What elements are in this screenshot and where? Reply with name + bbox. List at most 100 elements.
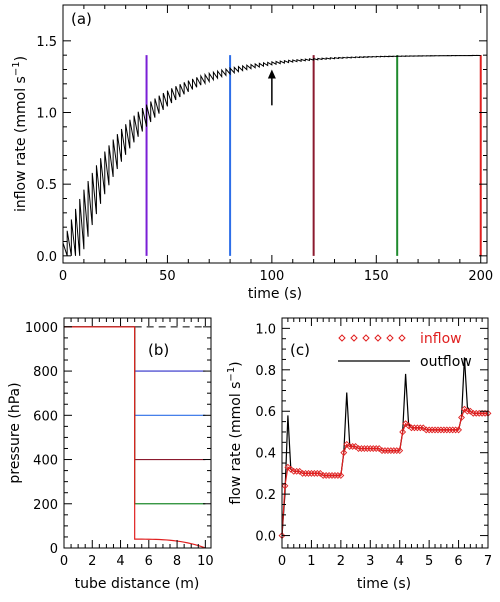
inflow-marker	[331, 472, 339, 479]
panel-c-xtick-label: 6	[454, 554, 462, 569]
panel-a-label: (a)	[71, 10, 92, 28]
panel-a-ytick-label: 0.0	[36, 250, 57, 265]
panel-b-pressure-profile	[64, 326, 206, 549]
inflow-marker	[310, 469, 318, 477]
panel-c-label: (c)	[290, 341, 310, 359]
inflow-marker	[307, 469, 315, 477]
inflow-marker	[305, 469, 312, 477]
panel-a-arrow-head	[267, 69, 276, 79]
inflow-marker	[461, 405, 468, 413]
inflow-marker	[372, 445, 380, 452]
inflow-marker	[299, 469, 307, 477]
inflow-marker	[340, 449, 348, 457]
inflow-marker	[366, 445, 374, 452]
panel-c-legend-swatches	[338, 334, 410, 362]
panel-a-ytick-label: 1.5	[36, 35, 57, 50]
inflow-marker	[343, 440, 351, 448]
inflow-marker	[387, 447, 395, 455]
panel-c-ytick-label: 0.8	[255, 364, 276, 379]
legend-inflow-swatch	[362, 334, 370, 342]
panel-a-frame	[62, 4, 488, 264]
inflow-marker	[381, 447, 389, 455]
panel-c-xtick-label: 1	[307, 554, 315, 569]
panel-c-legend: inflow outflow	[338, 331, 472, 370]
inflow-marker	[443, 426, 451, 434]
panel-a-xlabel: time (s)	[248, 286, 302, 302]
inflow-marker	[290, 467, 298, 475]
panel-b-xtick-label: 2	[88, 554, 96, 569]
panel-b-ticks: 0 2 4 6 8 10 0 200 400 600 800 1000	[25, 318, 214, 569]
legend-inflow-swatch	[374, 334, 382, 342]
panel-a: 0 50 100 150 200 0.0 0.5 1.0 1.5 (a) time (s) in…	[11, 4, 493, 302]
panel-c-xlabel: time (s)	[357, 576, 411, 592]
inflow-marker	[352, 443, 360, 450]
panel-c-ylabel-sup: −1	[226, 367, 237, 382]
inflow-marker	[458, 414, 465, 421]
panel-b-xtick-label: 10	[197, 554, 214, 569]
inflow-marker	[419, 424, 427, 432]
inflow-marker	[399, 428, 407, 436]
inflow-marker	[431, 426, 439, 434]
inflow-marker	[472, 409, 480, 417]
panel-b-xtick-label: 6	[145, 554, 153, 569]
panel-b: 0 2 4 6 8 10 0 200 400 600 800 1000 (b) tube distan…	[7, 317, 214, 592]
panel-c: 0 1 2 3 4 5 6 7 0.0 0.2 0.4 0.6 0.8 1.0 (c) inflow ou…	[226, 317, 492, 592]
legend-inflow-swatch	[386, 334, 394, 342]
panel-a-ylabel-end: )	[13, 56, 29, 61]
inflow-marker	[416, 424, 424, 432]
panel-c-xtick-label: 7	[484, 554, 492, 569]
inflow-marker	[455, 426, 463, 434]
panel-c-xtick-label: 2	[337, 554, 345, 569]
panel-a-ylabel-main: inflow rate (mmol s	[13, 76, 29, 212]
panel-c-ytick-label: 0.4	[255, 447, 276, 462]
panel-c-ticks: 0 1 2 3 4 5 6 7 0.0 0.2 0.4 0.6 0.8 1.0	[255, 318, 492, 569]
panel-c-ylabel-main: flow rate (mmol s	[228, 382, 244, 505]
panel-b-xtick-label: 8	[173, 554, 181, 569]
inflow-marker	[437, 426, 445, 434]
panel-c-xtick-label: 0	[278, 554, 286, 569]
inflow-marker	[358, 445, 365, 452]
inflow-marker	[425, 426, 433, 434]
panel-b-label: (b)	[148, 341, 169, 359]
panel-c-xtick-label: 4	[396, 554, 404, 569]
panel-b-ytick-label: 1000	[25, 321, 58, 336]
inflow-marker	[449, 426, 457, 434]
inflow-marker	[422, 426, 430, 434]
inflow-marker	[322, 472, 330, 479]
panel-b-ylabel: pressure (hPa)	[7, 382, 23, 483]
inflow-marker	[334, 472, 342, 479]
inflow-marker	[328, 472, 336, 479]
panel-c-ytick-label: 0.6	[255, 405, 276, 420]
panel-a-xtick-label: 0	[59, 269, 67, 284]
panel-b-xtick-label: 0	[60, 554, 68, 569]
panel-a-xtick-label: 50	[159, 269, 176, 284]
inflow-marker	[428, 426, 436, 434]
inflow-marker	[284, 463, 292, 471]
inflow-marker	[363, 445, 371, 452]
inflow-marker	[281, 482, 289, 490]
panel-c-frame	[281, 317, 489, 549]
panel-b-ytick-label: 600	[33, 409, 58, 424]
legend-inflow-swatch	[398, 334, 406, 342]
legend-outflow-label: outflow	[420, 354, 472, 370]
panel-a-ylabel-sup: −1	[11, 61, 22, 76]
panel-a-xtick-label: 150	[364, 269, 389, 284]
panel-a-ytick-label: 1.0	[36, 107, 57, 122]
inflow-marker	[378, 447, 386, 455]
panel-c-ylabel: flow rate (mmol s−1)	[226, 361, 244, 504]
panel-b-xlabel: tube distance (m)	[75, 576, 200, 592]
panel-a-ticks: 0 50 100 150 200 0.0 0.5 1.0 1.5	[36, 5, 493, 284]
inflow-marker	[440, 426, 448, 434]
inflow-marker	[287, 465, 295, 473]
panel-a-ylabel: inflow rate (mmol s−1)	[11, 56, 29, 212]
inflow-marker	[478, 409, 486, 417]
inflow-marker	[349, 443, 357, 450]
outflow-line	[281, 357, 488, 536]
inflow-marker	[446, 426, 454, 434]
inflow-marker	[369, 445, 377, 452]
legend-inflow-label: inflow	[420, 331, 462, 347]
panel-a-inflow-curve	[62, 54, 481, 256]
inflow-marker	[452, 426, 460, 434]
inflow-marker	[463, 407, 471, 415]
